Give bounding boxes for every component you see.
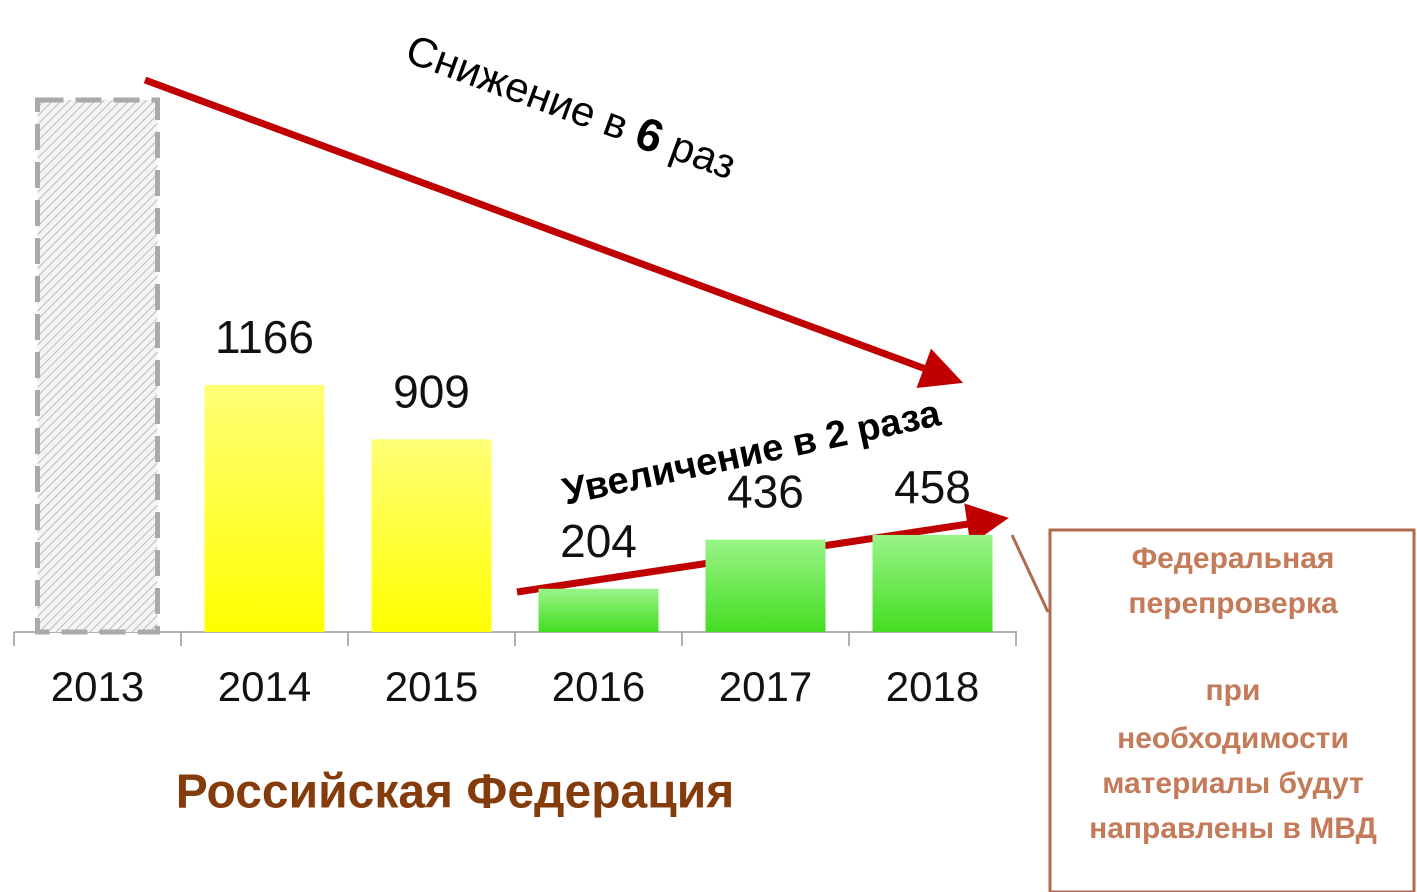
chart-title: Российская Федерация [176,766,735,819]
value-label: 204 [560,515,637,567]
value-label: 1166 [215,311,314,363]
bar [705,539,826,632]
value-label: 909 [393,365,470,417]
x-tick-label: 2017 [719,663,812,710]
note-line: материалы будут [1102,767,1364,800]
value-label: 436 [727,466,804,518]
bar [35,97,160,635]
note-text: Федеральная перепроверка при необходимости м… [1089,542,1377,845]
bar [538,588,659,632]
x-tick-label: 2015 [385,663,478,710]
annotation-part: раз [654,118,743,189]
bar [872,534,993,632]
bar [371,439,492,632]
x-tick-label: 2013 [51,663,144,710]
x-tick-label: 2018 [886,663,979,710]
annotation-part: Снижение в [400,25,645,153]
note-line: направлены в МВД [1089,812,1377,845]
connector [1010,534,1050,613]
bar [204,384,325,632]
note-line: необходимости [1117,722,1349,755]
note-line: Федеральная [1132,542,1335,575]
note-box [1048,528,1416,892]
annotation: Снижение в 6 раз [399,23,743,191]
x-tick-label: 2014 [218,663,311,710]
value-label: 458 [894,461,971,513]
note-line: при [1206,674,1261,707]
x-tick-label: 2016 [552,663,645,710]
arrow [143,76,964,388]
note-line: перепроверка [1128,587,1338,620]
